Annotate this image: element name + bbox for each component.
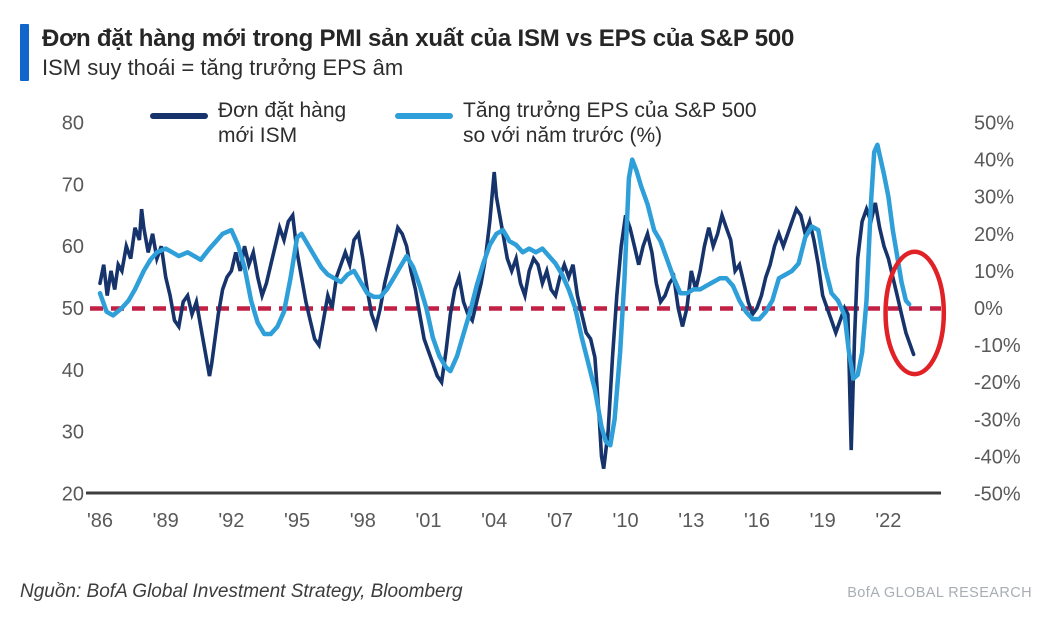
ism-series-line bbox=[98, 171, 916, 470]
chart-canvas: 80 70 60 50 40 30 20 50% 40% 30% 20% 10% 0% -10% -20% -… bbox=[62, 113, 1021, 533]
highlight-ellipse bbox=[883, 249, 947, 377]
x-tick-label: '86 bbox=[87, 510, 113, 532]
chart-subtitle: ISM suy thoái = tăng trưởng EPS âm bbox=[42, 55, 404, 80]
x-tick-label: '98 bbox=[350, 510, 376, 532]
x-tick-label: '13 bbox=[678, 510, 704, 532]
x-tick-label: '95 bbox=[284, 510, 310, 532]
y-right-tick-label: 30% bbox=[974, 187, 1014, 209]
title-accent-bar bbox=[20, 24, 29, 82]
title-text-group: Đơn đặt hàng mới trong PMI sản xuất của … bbox=[42, 24, 794, 81]
x-tick-label: '22 bbox=[875, 510, 901, 532]
x-tick-label: '16 bbox=[744, 510, 770, 532]
y-right-tick-label: -10% bbox=[974, 335, 1021, 357]
y-left-tick-label: 60 bbox=[62, 236, 84, 258]
y-left-tick-label: 20 bbox=[62, 483, 84, 505]
x-tick-label: '04 bbox=[481, 510, 507, 532]
chart-area: 80 70 60 50 40 30 20 50% 40% 30% 20% 10% 0% -10% -20% -… bbox=[0, 95, 1050, 555]
title-block: Đơn đặt hàng mới trong PMI sản xuất của … bbox=[20, 24, 794, 82]
brand-label: BofA GLOBAL RESEARCH bbox=[847, 585, 1032, 601]
x-tick-label: '19 bbox=[810, 510, 836, 532]
y-right-tick-label: -20% bbox=[974, 372, 1021, 394]
x-tick-label: '92 bbox=[218, 510, 244, 532]
y-right-tick-label: 10% bbox=[974, 261, 1014, 283]
y-right-tick-label: 20% bbox=[974, 224, 1014, 246]
y-right-tick-label: -30% bbox=[974, 409, 1021, 431]
y-right-tick-label: 0% bbox=[974, 298, 1003, 320]
y-left-tick-label: 70 bbox=[62, 174, 84, 196]
y-left-tick-label: 30 bbox=[62, 422, 84, 444]
x-tick-label: '07 bbox=[547, 510, 573, 532]
x-tick-label: '10 bbox=[613, 510, 639, 532]
footer: Nguồn: BofA Global Investment Strategy, … bbox=[20, 581, 1032, 603]
chart-title: Đơn đặt hàng mới trong PMI sản xuất của … bbox=[42, 25, 795, 52]
y-left-tick-label: 40 bbox=[62, 360, 84, 382]
y-left-tick-label: 50 bbox=[62, 298, 84, 320]
source-note: Nguồn: BofA Global Investment Strategy, … bbox=[20, 581, 463, 602]
eps-series-line bbox=[97, 142, 912, 448]
y-right-tick-label: -40% bbox=[974, 446, 1021, 468]
y-right-tick-label: 40% bbox=[974, 150, 1014, 172]
x-tick-label: '01 bbox=[415, 510, 441, 532]
y-left-tick-label: 80 bbox=[62, 113, 84, 135]
x-tick-label: '89 bbox=[153, 510, 179, 532]
y-right-tick-label: -50% bbox=[974, 484, 1021, 506]
y-right-tick-label: 50% bbox=[974, 113, 1014, 135]
